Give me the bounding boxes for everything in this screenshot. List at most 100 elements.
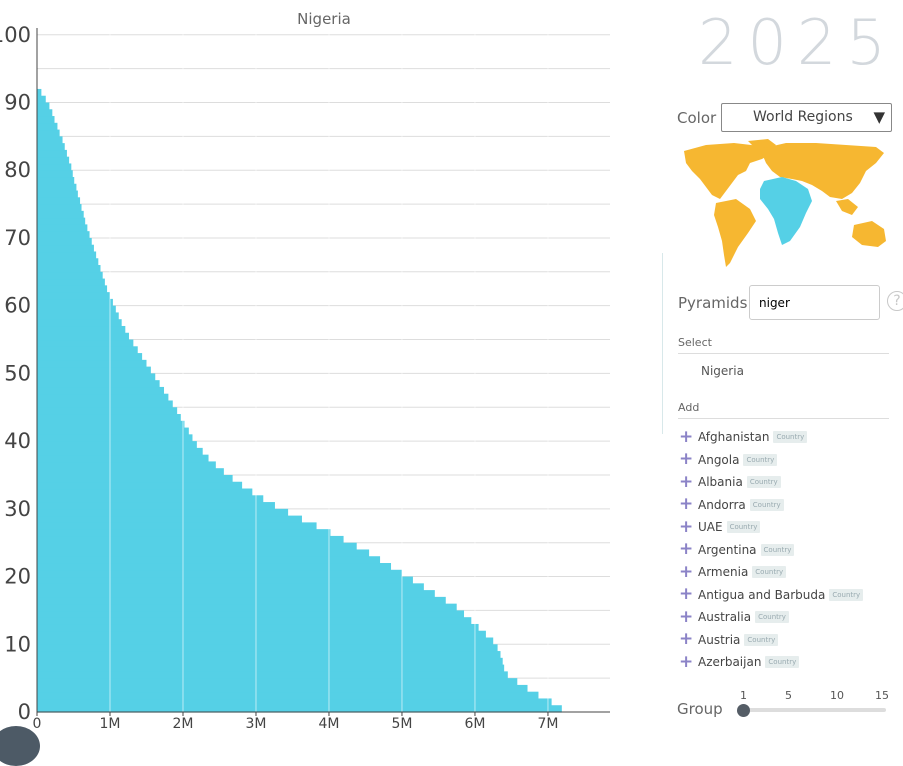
age-bar[interactable] xyxy=(37,644,498,652)
age-bar[interactable] xyxy=(37,542,357,551)
pyramids-search-input[interactable] xyxy=(749,285,880,320)
age-bar[interactable] xyxy=(37,407,178,415)
add-list-item[interactable]: + Afghanistan Country xyxy=(679,426,899,449)
add-list-item[interactable]: + Armenia Country xyxy=(679,561,899,584)
north-america-region[interactable] xyxy=(684,143,772,199)
add-list-item[interactable]: + Azerbaijan Country xyxy=(679,651,899,674)
age-bar[interactable] xyxy=(37,305,116,314)
age-bar[interactable] xyxy=(37,231,90,239)
age-bar[interactable] xyxy=(37,285,108,293)
age-bar[interactable] xyxy=(37,522,317,530)
age-bar[interactable] xyxy=(37,590,435,598)
age-bar[interactable] xyxy=(37,447,203,456)
color-select[interactable]: World Regions ▼ xyxy=(721,103,892,132)
age-bar[interactable] xyxy=(37,461,216,469)
add-list-item[interactable]: + Argentina Country xyxy=(679,539,899,562)
age-bar[interactable] xyxy=(37,454,209,463)
age-bar[interactable] xyxy=(37,156,70,165)
age-bar[interactable] xyxy=(37,373,156,381)
add-list-item[interactable]: + Antigua and Barbuda Country xyxy=(679,584,899,607)
age-bar[interactable] xyxy=(37,244,94,253)
age-bar[interactable] xyxy=(37,678,518,686)
age-bar[interactable] xyxy=(37,183,77,192)
age-bar[interactable] xyxy=(37,549,370,557)
age-bar[interactable] xyxy=(37,529,331,537)
age-bar[interactable] xyxy=(37,488,253,496)
add-list-item[interactable]: + Angola Country xyxy=(679,449,899,472)
age-bar[interactable] xyxy=(37,427,189,435)
age-bar[interactable] xyxy=(37,251,97,259)
age-bar[interactable] xyxy=(37,441,197,449)
age-bar[interactable] xyxy=(37,630,486,639)
selected-country-item[interactable]: Nigeria xyxy=(701,364,744,378)
add-list-item[interactable]: + Albania Country xyxy=(679,471,899,494)
age-bar[interactable] xyxy=(37,88,42,97)
age-bar[interactable] xyxy=(37,129,60,137)
age-bar[interactable] xyxy=(37,569,402,578)
age-bar[interactable] xyxy=(37,596,446,605)
age-bar[interactable] xyxy=(37,515,302,523)
age-bar[interactable] xyxy=(37,170,73,178)
age-bar[interactable] xyxy=(37,237,92,246)
age-bar[interactable] xyxy=(37,353,143,361)
age-bar[interactable] xyxy=(37,95,46,104)
add-list-item[interactable]: + UAE Country xyxy=(679,516,899,539)
age-bar[interactable] xyxy=(37,204,82,212)
europe-asia-region[interactable] xyxy=(760,143,884,199)
age-bar[interactable] xyxy=(37,366,151,374)
age-bar[interactable] xyxy=(37,217,86,225)
age-bar[interactable] xyxy=(37,190,78,198)
age-bar[interactable] xyxy=(37,292,110,300)
age-bar[interactable] xyxy=(37,502,275,510)
age-bar[interactable] xyxy=(37,684,528,693)
age-bar[interactable] xyxy=(37,271,103,280)
group-slider-track[interactable] xyxy=(744,708,886,712)
age-bar[interactable] xyxy=(37,698,552,706)
age-bar[interactable] xyxy=(37,339,134,347)
group-slider-handle[interactable] xyxy=(737,704,750,717)
age-bar[interactable] xyxy=(37,556,381,564)
age-bar[interactable] xyxy=(37,298,113,307)
age-bar[interactable] xyxy=(37,535,344,544)
age-bar[interactable] xyxy=(37,380,160,388)
add-list-item[interactable]: + Australia Country xyxy=(679,606,899,629)
age-bar[interactable] xyxy=(37,224,88,232)
age-bar[interactable] xyxy=(37,617,472,625)
age-bar[interactable] xyxy=(37,265,101,273)
age-bar[interactable] xyxy=(37,610,465,618)
age-bar[interactable] xyxy=(37,474,233,483)
age-bar[interactable] xyxy=(37,278,105,286)
age-bar[interactable] xyxy=(37,102,50,110)
age-bar[interactable] xyxy=(37,359,147,368)
age-bar[interactable] xyxy=(37,176,75,185)
age-bar[interactable] xyxy=(37,258,99,266)
age-bar[interactable] xyxy=(37,116,55,124)
age-bar[interactable] xyxy=(37,319,122,327)
age-bar[interactable] xyxy=(37,400,173,408)
age-bar[interactable] xyxy=(37,468,224,476)
age-bar[interactable] xyxy=(37,495,264,503)
age-bar[interactable] xyxy=(37,346,138,354)
age-bar[interactable] xyxy=(37,563,392,571)
age-bar[interactable] xyxy=(37,136,63,144)
age-bar[interactable] xyxy=(37,603,457,612)
age-bar[interactable] xyxy=(37,576,413,584)
age-bar[interactable] xyxy=(37,664,505,672)
world-regions-map[interactable] xyxy=(676,137,890,269)
age-bar[interactable] xyxy=(37,163,72,171)
south-america-region[interactable] xyxy=(714,199,756,267)
age-bar[interactable] xyxy=(37,325,126,334)
age-bar[interactable] xyxy=(37,623,479,632)
add-list-item[interactable]: + Austria Country xyxy=(679,629,899,652)
australia-region[interactable] xyxy=(852,221,886,247)
age-bar[interactable] xyxy=(37,393,169,402)
age-bar[interactable] xyxy=(37,583,424,591)
age-bar[interactable] xyxy=(37,671,508,679)
age-bar[interactable] xyxy=(37,149,67,158)
age-bar[interactable] xyxy=(37,651,501,659)
age-bar[interactable] xyxy=(37,109,53,117)
age-bar[interactable] xyxy=(37,691,539,700)
age-bar[interactable] xyxy=(37,481,243,490)
age-bar[interactable] xyxy=(37,312,119,320)
add-list-item[interactable]: + Andorra Country xyxy=(679,494,899,517)
